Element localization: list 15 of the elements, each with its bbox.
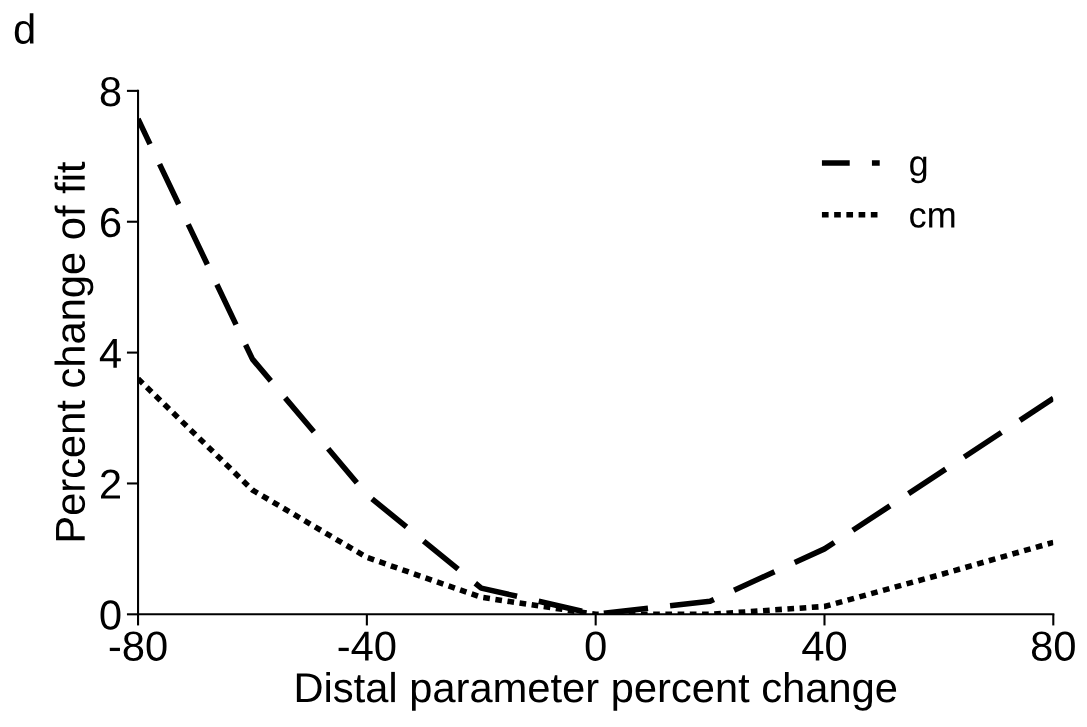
y-axis-title: Percent change of fit (54, 161, 94, 541)
x-tick-label: 40 (802, 631, 847, 661)
x-tick-label: -80 (109, 631, 167, 661)
x-tick-label: 80 (1031, 631, 1075, 661)
x-tick-label: 0 (585, 631, 606, 661)
y-tick-label: 6 (101, 207, 121, 238)
legend-label: g (910, 156, 927, 184)
y-tick-label: 4 (99, 339, 121, 368)
legend-label: cm (910, 208, 955, 228)
y-tick-label: 2 (101, 469, 120, 499)
y-tick-label: 0 (100, 600, 121, 630)
text: d (14, 13, 34, 44)
x-axis-title: Distal parameter percent change (296, 671, 897, 711)
x-tick-label: -40 (338, 631, 396, 661)
y-tick-label: 8 (100, 76, 121, 107)
